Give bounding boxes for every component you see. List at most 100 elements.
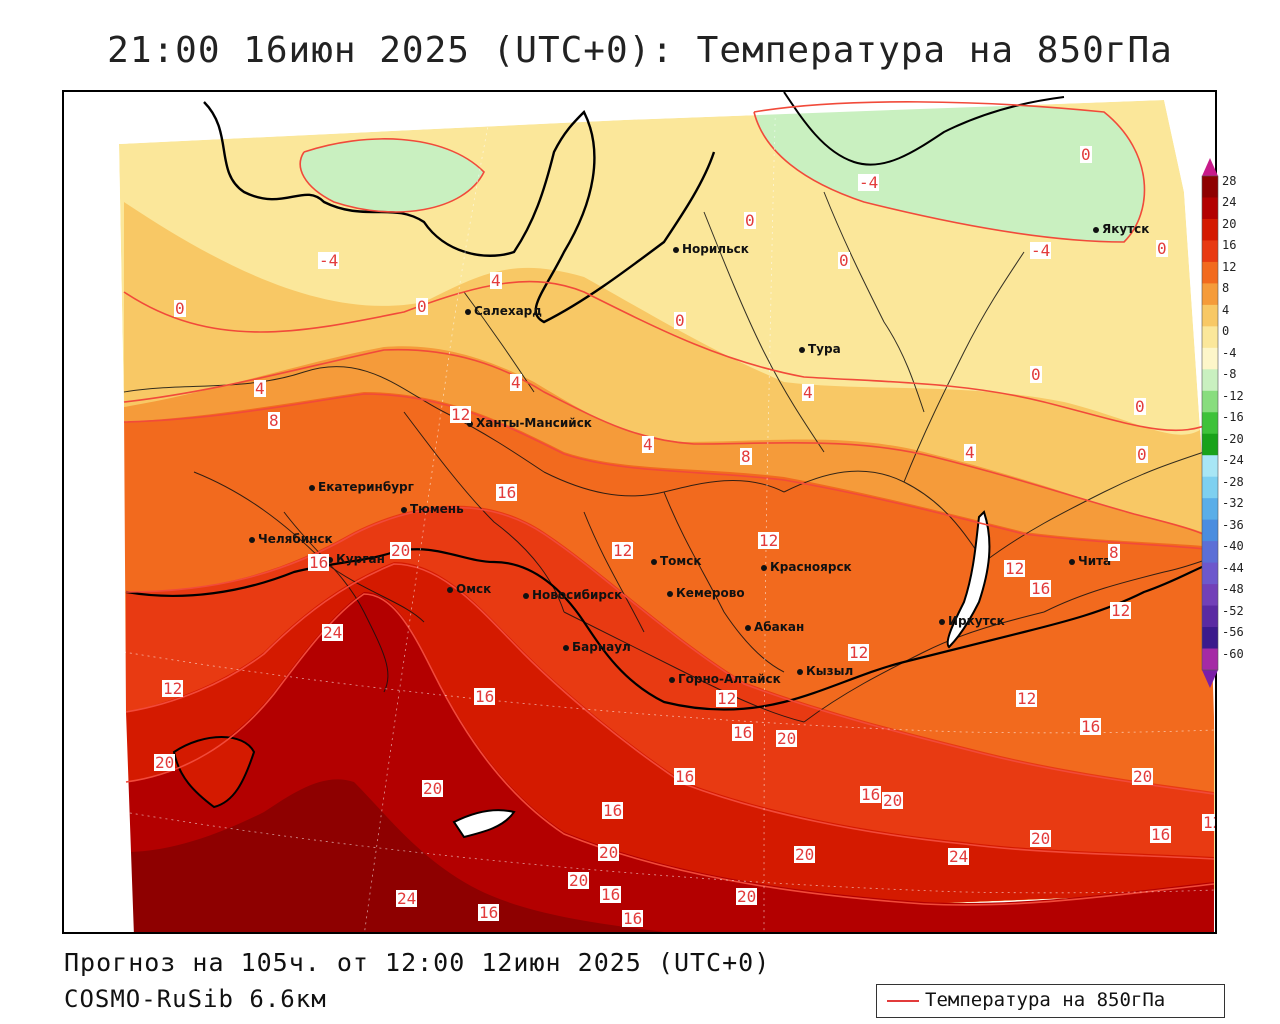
domain-mask-left [64, 92, 134, 932]
contour-label: 12 [1016, 689, 1038, 708]
city-chelyabinsk: Челябинск [249, 532, 333, 546]
contour-label: 16 [622, 909, 644, 928]
colorbar-swatch [1202, 326, 1218, 349]
colorbar [1201, 158, 1219, 688]
contour-label: 20 [390, 541, 412, 560]
domain-mask-top [64, 92, 1215, 144]
colorbar-tick-label: -12 [1222, 388, 1244, 403]
contour-label: 20 [568, 871, 590, 890]
colorbar-swatch [1202, 433, 1218, 456]
colorbar-tick-label: 16 [1222, 238, 1237, 253]
contour-label: 12 [716, 689, 738, 708]
map-panel[interactable]: Норильск Якутск Салехард Тура Ханты-Манс… [62, 90, 1217, 934]
contour-label: 16 [674, 767, 696, 786]
city-salekhard: Салехард [465, 304, 542, 318]
colorbar-tick-label: -8 [1222, 367, 1237, 382]
colorbar-tick-label: 28 [1222, 174, 1237, 188]
colorbar-swatch [1202, 304, 1218, 327]
colorbar-bottom-arrow [1202, 670, 1218, 688]
colorbar-swatch [1202, 283, 1218, 306]
colorbar-swatch [1202, 584, 1218, 607]
aral-sea [172, 736, 256, 809]
contour-label: 16 [496, 483, 518, 502]
city-abakan: Абакан [744, 620, 805, 634]
contour-label: 20 [422, 779, 444, 798]
colorbar-tick-label: -40 [1222, 539, 1244, 554]
contour-label: 24 [948, 847, 970, 866]
contour-label: 4 [964, 443, 976, 462]
colorbar-swatch [1202, 519, 1218, 542]
contour-label: 4 [254, 379, 266, 398]
lake-baikal [946, 510, 991, 649]
colorbar-swatch [1202, 176, 1218, 198]
contour-label: 16 [478, 903, 500, 922]
contour-label: 16 [474, 687, 496, 706]
cold-zone-green-northeast [754, 101, 1145, 243]
contour-label: 4 [642, 435, 654, 454]
contour-label: 16 [1150, 825, 1172, 844]
contour-label: 20 [154, 753, 176, 772]
band-warm-28 [126, 779, 664, 932]
city-kurgan: Курган [327, 552, 385, 566]
city-tura: Тура [799, 342, 841, 356]
contour-label: 20 [598, 843, 620, 862]
colorbar-tick-label: 8 [1222, 281, 1230, 296]
colorbar-swatch [1202, 240, 1218, 263]
colorbar-swatch [1202, 476, 1218, 499]
colorbar-swatch [1202, 261, 1218, 284]
cold-zone-green-west [300, 138, 484, 212]
region-borders [123, 191, 1215, 723]
contour-label: 8 [1108, 543, 1120, 562]
contour-label: 12 [612, 541, 634, 560]
colorbar-tick-label: 4 [1222, 302, 1230, 317]
colorbar-swatch [1202, 498, 1218, 521]
colorbar-swatch [1202, 605, 1218, 628]
contour-label: 20 [736, 887, 758, 906]
colorbar-swatch [1202, 455, 1218, 478]
colorbar-tick-label: -56 [1222, 625, 1244, 640]
colorbar-swatch [1202, 648, 1218, 671]
colorbar-outline [1201, 175, 1219, 671]
city-tomsk: Томск [651, 554, 702, 568]
contour-label: 8 [740, 447, 752, 466]
city-yekaterinburg: Екатеринбург [309, 480, 414, 494]
colorbar-tick-label: -16 [1222, 410, 1244, 425]
contour-label: 20 [794, 845, 816, 864]
legend-line-swatch [887, 1000, 919, 1002]
contour-label: -4 [318, 251, 340, 270]
colorbar-labels: 28 24 20 16 12 8 4 0 -4 -8 -12 -16 -20 -24 -28 -32 -36 -4… [1222, 0, 1280, 1024]
contour-label: 8 [268, 411, 280, 430]
colorbar-tick-label: -20 [1222, 431, 1244, 446]
contour-label: 0 [1030, 365, 1042, 384]
colorbar-tick-label: 24 [1222, 195, 1237, 210]
contour-label: 16 [732, 723, 754, 742]
contour-label: 24 [322, 623, 344, 642]
colorbar-tick-label: -32 [1222, 496, 1244, 511]
contour-label: 12 [758, 531, 780, 550]
contour-label: 20 [1132, 767, 1154, 786]
contour-label: 16 [600, 885, 622, 904]
colorbar-tick-label: -4 [1222, 345, 1237, 360]
contour-label: 16 [860, 785, 882, 804]
contour-label: -4 [858, 173, 880, 192]
contour-label: 4 [802, 383, 814, 402]
contour-label: 20 [1030, 829, 1052, 848]
city-omsk: Омск [446, 582, 492, 596]
city-kyzyl: Кызыл [796, 664, 854, 678]
city-gorno-altaysk: Горно-Алтайск [669, 672, 781, 686]
city-khanty-mansiysk: Ханты-Мансийск [467, 416, 592, 430]
contour-label: 12 [162, 679, 184, 698]
colorbar-top-arrow [1202, 158, 1218, 176]
contour-label: 4 [510, 373, 522, 392]
contour-label: 0 [744, 211, 756, 230]
contour-label: 12 [1110, 601, 1132, 620]
city-yakutsk: Якутск [1092, 222, 1150, 236]
colorbar-tick-label: -60 [1222, 646, 1244, 661]
contour-label: 20 [776, 729, 798, 748]
contour-label: 0 [1136, 445, 1148, 464]
colorbar-tick-label: -44 [1222, 560, 1244, 575]
coastline-east [783, 92, 1065, 166]
contour-label: 4 [490, 271, 502, 290]
city-irkutsk: Иркутск [939, 614, 1005, 628]
colorbar-swatch [1202, 627, 1218, 650]
